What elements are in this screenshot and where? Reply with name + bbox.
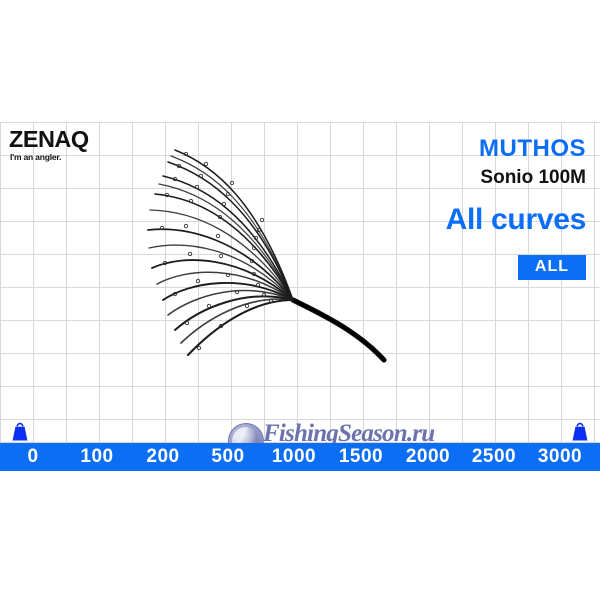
axis-tick-100: 100 <box>80 446 114 467</box>
axis-tick-1000: 1000 <box>271 446 317 467</box>
all-curves-badge[interactable]: ALL <box>517 255 586 280</box>
zenaq-logo: ZENAQ I'm an angler. <box>9 126 110 163</box>
weight-icon <box>572 422 588 441</box>
axis-tick-1500: 1500 <box>338 446 384 467</box>
axis-tick-0: 0 <box>27 446 39 467</box>
axis-tick-200: 200 <box>146 446 180 467</box>
series-title: MUTHOS <box>479 135 586 162</box>
rod-curves <box>147 149 387 363</box>
chart-grid <box>0 122 600 443</box>
logo-wordmark: ZENAQ <box>9 126 89 152</box>
axis-tick-500: 500 <box>211 446 245 467</box>
axis-tick-3000: 3000 <box>537 446 583 467</box>
chart-title: All curves <box>445 203 587 236</box>
axis-tick-2500: 2500 <box>471 446 517 467</box>
model-title: Sonio 100M <box>480 167 586 188</box>
axis-tick-2000: 2000 <box>405 446 451 467</box>
load-axis: 0 100 200 500 1000 1500 2000 2500 3000 <box>0 443 600 471</box>
plot-area: FishingSeason.ru Рыболовный Сезон <box>0 122 600 443</box>
weight-icon <box>12 422 28 441</box>
logo-tagline: I'm an angler. <box>10 152 62 162</box>
